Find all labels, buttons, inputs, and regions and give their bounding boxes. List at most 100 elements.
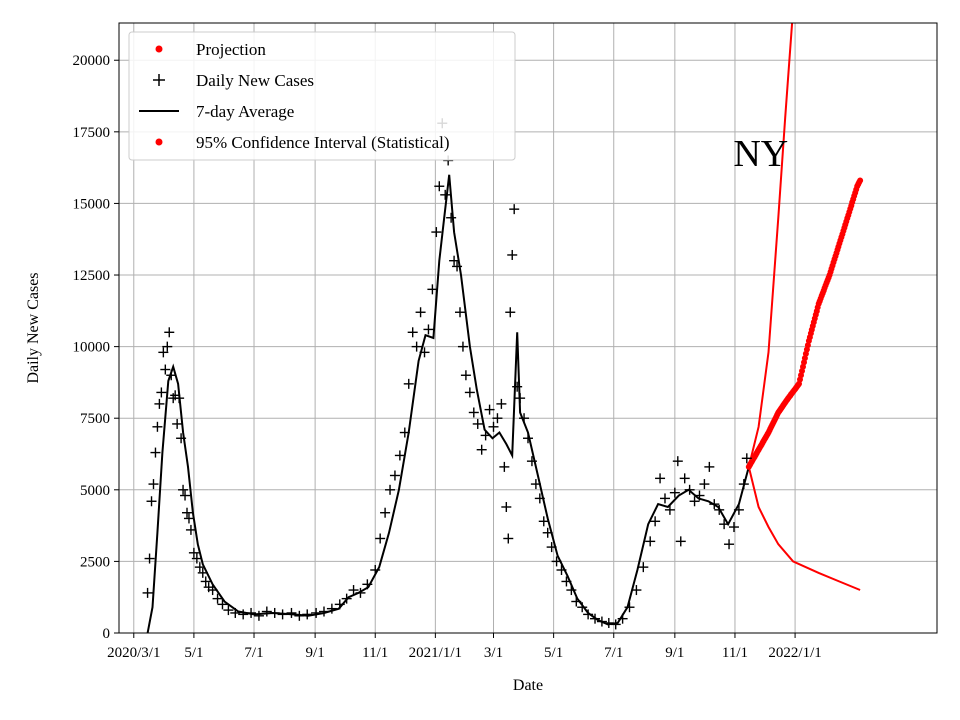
daily-case-point	[253, 610, 264, 621]
daily-case-point	[185, 524, 196, 535]
daily-case-point	[512, 381, 523, 392]
legend-marker-daily-new-cases	[153, 74, 165, 86]
plot-content	[142, 23, 864, 633]
daily-case-point	[180, 490, 191, 501]
y-axis-label: Daily New Cases	[25, 272, 42, 383]
daily-case-point	[146, 496, 157, 507]
daily-case-point	[714, 504, 725, 515]
daily-case-point	[194, 562, 205, 573]
daily-case-point	[590, 613, 601, 624]
y-tick-label: 5000	[80, 483, 110, 499]
x-tick-label: 3/1	[484, 645, 503, 661]
daily-case-point	[509, 204, 520, 215]
y-tick-label: 10000	[73, 340, 111, 356]
daily-case-point	[144, 553, 155, 564]
daily-case-point	[468, 407, 479, 418]
daily-case-point	[375, 533, 386, 544]
daily-case-point	[183, 513, 194, 524]
daily-case-point	[294, 610, 305, 621]
daily-case-point	[523, 433, 533, 444]
daily-case-point	[355, 587, 366, 598]
daily-case-point	[188, 547, 199, 558]
daily-case-point	[733, 504, 744, 515]
daily-case-point	[669, 487, 680, 498]
daily-case-point	[172, 418, 183, 429]
daily-case-point	[269, 607, 280, 618]
daily-case-point	[427, 284, 438, 295]
daily-case-point	[142, 587, 153, 598]
x-axis: 2020/3/1 5/1 7/1 9/1 11/1 2021/1/1 3/1 5/1 7/1 9/…	[107, 633, 822, 661]
daily-case-point	[389, 470, 400, 481]
x-tick-label: 7/1	[244, 645, 263, 661]
daily-case-point	[684, 484, 695, 495]
daily-case-point	[182, 507, 193, 518]
daily-case-point	[370, 564, 381, 575]
daily-case-point	[566, 585, 577, 596]
daily-case-point	[624, 602, 635, 613]
y-tick-label: 17500	[73, 125, 111, 141]
daily-case-point	[638, 562, 649, 573]
daily-case-point	[507, 249, 518, 260]
daily-case-point	[457, 341, 468, 352]
daily-case-point	[434, 181, 445, 192]
daily-case-point	[464, 387, 475, 398]
daily-case-point	[341, 593, 352, 604]
daily-case-point	[610, 619, 621, 630]
daily-case-point	[399, 427, 410, 438]
daily-case-point	[217, 599, 228, 610]
x-tick-label: 2021/1/1	[409, 645, 462, 661]
y-tick-label: 7500	[80, 411, 110, 427]
daily-case-point	[724, 539, 735, 550]
daily-case-point	[488, 421, 499, 432]
x-tick-label: 9/1	[306, 645, 325, 661]
x-tick-label: 7/1	[604, 645, 623, 661]
legend-label-projection: Projection	[196, 40, 266, 59]
daily-case-point	[200, 576, 211, 587]
daily-case-point	[596, 616, 607, 627]
daily-case-point	[501, 501, 512, 512]
daily-case-point	[152, 421, 163, 432]
legend-marker-confidence-interval	[155, 138, 163, 146]
ci-lower-line	[747, 466, 861, 591]
daily-case-point	[476, 444, 487, 455]
daily-case-point	[452, 261, 463, 272]
daily-case-point	[659, 493, 670, 504]
daily-case-point	[178, 484, 189, 495]
daily-case-point	[385, 484, 396, 495]
daily-case-point	[738, 479, 749, 490]
daily-case-point	[174, 393, 185, 404]
y-tick-label: 15000	[73, 196, 111, 212]
x-tick-label: 5/1	[544, 645, 563, 661]
daily-case-point	[460, 370, 471, 381]
plot-frame	[118, 22, 938, 634]
daily-case-point	[505, 307, 516, 318]
daily-case-point	[577, 602, 588, 613]
daily-case-point	[311, 607, 322, 618]
daily-case-point	[672, 456, 683, 467]
x-tick-label: 2020/3/1	[107, 645, 160, 661]
daily-case-point	[631, 585, 642, 596]
daily-case-point	[709, 499, 720, 510]
daily-case-point	[689, 496, 700, 507]
daily-case-point	[164, 327, 175, 338]
daily-case-point	[542, 527, 553, 538]
y-tick-label: 0	[103, 626, 111, 642]
x-tick-label: 11/1	[362, 645, 388, 661]
daily-case-point	[166, 370, 177, 381]
daily-case-point	[176, 433, 187, 444]
legend-frame	[128, 31, 516, 161]
daily-case-point	[150, 447, 161, 458]
y-tick-label: 20000	[73, 53, 111, 69]
daily-case-point	[380, 507, 391, 518]
daily-case-point	[496, 398, 507, 409]
daily-case-point	[719, 519, 730, 530]
daily-case-point	[423, 324, 434, 335]
daily-case-point	[148, 479, 159, 490]
daily-case-point	[551, 556, 562, 567]
daily-case-point	[160, 364, 171, 375]
x-axis-label: Date	[513, 677, 543, 694]
daily-case-point	[583, 609, 594, 620]
daily-case-point	[348, 585, 359, 596]
daily-case-point	[664, 504, 675, 515]
